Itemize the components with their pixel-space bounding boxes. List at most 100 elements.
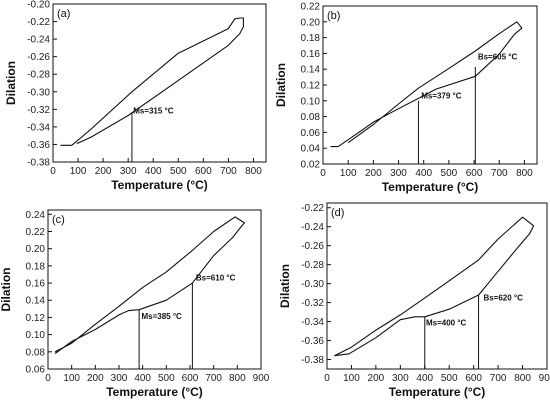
x-tick-label: 900 <box>253 373 270 384</box>
plot-frame <box>52 3 267 163</box>
transformation-temperature-label: Bs=610 °C <box>196 273 236 282</box>
x-tick-label: 100 <box>70 166 87 177</box>
chart-panel: 0 100 200 300 400 500 600 700 800 900 -0.38 -0.36 -0… <box>278 202 550 399</box>
x-tick-label: 800 <box>229 373 246 384</box>
panel-label: (d) <box>331 207 344 219</box>
y-tick-label: 0.12 <box>26 313 46 324</box>
dilation-curve <box>54 216 245 354</box>
y-tick-label: -0.36 <box>27 140 50 151</box>
y-tick-label: -0.28 <box>301 260 324 271</box>
y-tick-label: 0.24 <box>26 210 46 221</box>
y-axis-label: Dilation <box>278 264 292 308</box>
x-axis-label: Temperature (°C) <box>389 385 486 399</box>
x-tick-label: 800 <box>514 373 531 384</box>
x-tick-label: 0 <box>45 373 51 384</box>
transformation-temperature-label: Ms=400 °C <box>426 318 467 327</box>
x-tick-label: 700 <box>220 166 237 177</box>
transformation-temperature-label: Ms=315 °C <box>133 107 174 116</box>
y-tick-label: -0.26 <box>301 241 324 252</box>
y-axis-label: Dilation <box>274 63 288 107</box>
x-tick-label: 500 <box>170 166 187 177</box>
y-tick-label: -0.24 <box>301 222 324 233</box>
y-tick-label: -0.36 <box>301 336 324 347</box>
transformation-temperature-label: Ms=385 °C <box>141 312 182 321</box>
x-tick-label: 500 <box>441 373 458 384</box>
chart-panel: 0 100 200 300 400 500 600 700 800 -0.38 -0.36 -0.34… <box>4 0 267 192</box>
y-tick-label: 0.14 <box>301 65 321 76</box>
x-tick-label: 400 <box>145 166 162 177</box>
y-tick-label: -0.38 <box>301 355 324 366</box>
y-tick-label: -0.30 <box>27 87 50 98</box>
plot-frame <box>326 202 548 370</box>
y-tick-label: -0.30 <box>301 279 324 290</box>
y-tick-label: 0.18 <box>26 261 46 272</box>
x-tick-label: 300 <box>120 166 137 177</box>
y-tick-label: -0.32 <box>27 105 50 116</box>
x-axis-label: Temperature (°C) <box>382 180 479 194</box>
x-tick-label: 300 <box>111 373 128 384</box>
y-tick-label: 0.06 <box>26 365 46 376</box>
y-tick-label: -0.20 <box>27 0 50 11</box>
y-tick-label: 0.08 <box>301 112 321 123</box>
y-tick-label: 0.10 <box>26 330 46 341</box>
dilation-curve <box>60 17 244 146</box>
x-tick-label: 700 <box>490 373 507 384</box>
y-tick-label: 0.12 <box>301 81 321 92</box>
x-tick-label: 0 <box>50 166 56 177</box>
y-tick-label: 0.08 <box>26 347 46 358</box>
x-tick-label: 300 <box>390 168 407 179</box>
x-tick-label: 0 <box>324 373 330 384</box>
y-tick-label: 0.10 <box>301 96 321 107</box>
x-tick-label: 400 <box>416 373 433 384</box>
y-tick-label: 0.16 <box>26 279 46 290</box>
y-tick-label: 0.14 <box>26 296 46 307</box>
y-tick-label: 0.22 <box>26 227 46 238</box>
x-tick-label: 100 <box>63 373 80 384</box>
x-tick-label: 200 <box>95 166 112 177</box>
x-tick-label: 500 <box>441 168 458 179</box>
x-tick-label: 200 <box>365 168 382 179</box>
y-tick-label: 0.02 <box>301 160 321 171</box>
x-tick-label: 400 <box>415 168 432 179</box>
y-axis-label: Dilation <box>0 268 13 312</box>
y-tick-label: 0.20 <box>301 17 321 28</box>
x-tick-label: 200 <box>368 373 385 384</box>
x-tick-label: 600 <box>465 373 482 384</box>
x-tick-label: 500 <box>158 373 175 384</box>
x-tick-label: 200 <box>87 373 104 384</box>
dilation-curve <box>334 216 535 357</box>
panel-label: (c) <box>52 214 65 226</box>
y-tick-label: 0.18 <box>301 33 321 44</box>
y-tick-label: -0.22 <box>27 17 50 28</box>
y-axis-label: Dilation <box>4 61 18 105</box>
transformation-temperature-label: Bs=620 °C <box>483 294 523 303</box>
y-tick-label: -0.26 <box>27 52 50 63</box>
y-tick-label: -0.32 <box>301 298 324 309</box>
x-tick-label: 700 <box>491 168 508 179</box>
y-tick-label: 0.20 <box>26 244 46 255</box>
chart-panel: 0 100 200 300 400 500 600 700 800 0.02 0.04 0.06 0.0… <box>274 2 538 194</box>
y-tick-label: -0.34 <box>301 317 324 328</box>
chart-panel: 0 100 200 300 400 500 600 700 800 900 0.06 0.08 0.10… <box>0 209 270 399</box>
x-tick-label: 800 <box>245 166 262 177</box>
plot-frame <box>47 209 262 370</box>
x-tick-label: 100 <box>340 168 357 179</box>
y-tick-label: 0.04 <box>301 144 321 155</box>
transformation-temperature-label: Ms=379 °C <box>421 91 462 100</box>
dilation-curve <box>330 21 523 148</box>
x-tick-label: 100 <box>343 373 360 384</box>
x-tick-label: 600 <box>195 166 212 177</box>
x-axis-label: Temperature (°C) <box>111 178 208 192</box>
x-tick-label: 800 <box>516 168 533 179</box>
x-axis-label: Temperature (°C) <box>106 385 203 399</box>
x-tick-label: 600 <box>466 168 483 179</box>
x-tick-label: 900 <box>539 373 550 384</box>
y-tick-label: -0.38 <box>27 158 50 169</box>
y-tick-label: -0.28 <box>27 70 50 81</box>
x-tick-label: 300 <box>392 373 409 384</box>
y-tick-label: 0.16 <box>301 49 321 60</box>
y-tick-label: 0.22 <box>301 2 321 13</box>
panel-label: (b) <box>327 10 340 22</box>
x-tick-label: 700 <box>205 373 222 384</box>
